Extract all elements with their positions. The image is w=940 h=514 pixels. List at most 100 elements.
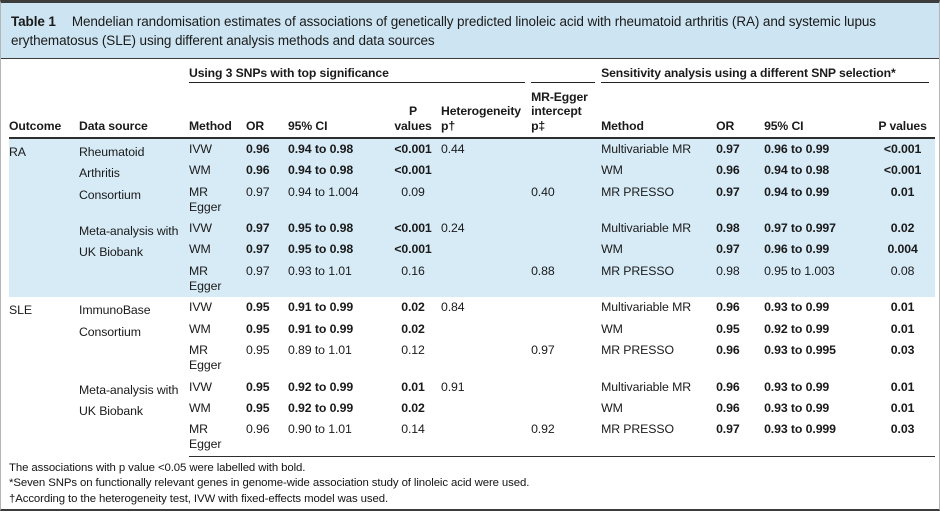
cell-method: WM bbox=[189, 160, 246, 182]
col-header-method-2: Method bbox=[601, 83, 717, 139]
cell-p-value: 0.02 bbox=[401, 400, 425, 415]
cell-ci: 0.91 to 0.99 bbox=[288, 300, 354, 315]
cell-method-2: WM bbox=[601, 239, 717, 261]
cell-p-value-2: 0.01 bbox=[890, 300, 915, 315]
cell-heterogeneity-p bbox=[441, 239, 532, 261]
cell-method-2: Multivariable MR bbox=[601, 379, 692, 394]
cell-or-2: 0.96 bbox=[716, 400, 740, 415]
cell-p-value-2: 0.02 bbox=[876, 218, 936, 240]
cell-ci-2: 0.92 to 0.99 bbox=[764, 321, 830, 336]
cell-or: 0.95 bbox=[246, 342, 270, 357]
cell-p-value-2: 0.004 bbox=[876, 239, 936, 261]
cell-heterogeneity-p bbox=[441, 419, 532, 457]
col-header-ci: 95% CI bbox=[288, 83, 391, 139]
cell-or: 0.95 bbox=[246, 400, 270, 415]
table-row: Meta-analysis with UK Biobank IVW 0.97 0.95… bbox=[9, 218, 936, 298]
cell-or-2: 0.96 bbox=[716, 300, 740, 315]
cell-or: 0.96 bbox=[246, 160, 288, 182]
group-header-gap bbox=[531, 61, 601, 83]
col-header-data-source: Data source bbox=[79, 83, 189, 139]
cell-egger-intercept-p bbox=[531, 160, 602, 182]
col-header-or-2: OR bbox=[716, 83, 765, 139]
cell-or: 0.95 bbox=[246, 379, 270, 394]
cell-ci: 0.94 to 1.004 bbox=[288, 181, 391, 219]
cell-ci: 0.89 to 1.01 bbox=[288, 342, 352, 357]
cell-p-value-2: 0.01 bbox=[890, 400, 915, 415]
cell-or: 0.97 bbox=[246, 181, 288, 219]
table-row: WM 0.96 0.94 to 0.98 <0.001 WM 0.96 0.94 to 0.… bbox=[9, 160, 936, 182]
cell-method: IVW bbox=[189, 300, 212, 315]
cell-egger-intercept-p: 0.88 bbox=[531, 260, 602, 298]
cell-or: 0.97 bbox=[246, 260, 288, 298]
cell-ci: 0.94 to 0.98 bbox=[288, 138, 391, 161]
table-row: MR Egger 0.97 0.94 to 1.004 0.09 0.40 MR PRES… bbox=[9, 181, 936, 219]
cell-egger-intercept-p bbox=[531, 297, 601, 318]
cell-method-2: Multivariable MR bbox=[601, 138, 717, 161]
cell-ci-2: 0.96 to 0.99 bbox=[764, 138, 877, 161]
group-header-primary-label: Using 3 SNPs with top significance bbox=[189, 66, 526, 83]
cell-method-2: WM bbox=[601, 160, 717, 182]
cell-p-value: 0.16 bbox=[391, 260, 441, 298]
cell-ci: 0.95 to 0.98 bbox=[288, 239, 391, 261]
cell-p-value: 0.14 bbox=[391, 419, 441, 457]
cell-method-2: WM bbox=[601, 400, 623, 415]
cell-p-value: <0.001 bbox=[391, 218, 441, 240]
cell-outcome: RA bbox=[9, 138, 79, 298]
cell-egger-intercept-p: 0.40 bbox=[531, 181, 602, 219]
cell-or: 0.97 bbox=[246, 218, 288, 240]
cell-method-2: MR PRESSO bbox=[601, 419, 717, 457]
cell-method-2: WM bbox=[601, 321, 623, 336]
cell-ci-2: 0.93 to 0.995 bbox=[764, 342, 836, 357]
cell-egger-intercept-p bbox=[531, 239, 602, 261]
cell-p-value-2: 0.08 bbox=[876, 260, 936, 298]
cell-heterogeneity-p bbox=[441, 181, 532, 219]
cell-p-value: 0.02 bbox=[401, 321, 425, 336]
group-header-spacer bbox=[9, 61, 189, 83]
cell-method: MR Egger bbox=[189, 181, 246, 219]
col-header-method: Method bbox=[189, 83, 246, 139]
cell-method-2: MR PRESSO bbox=[601, 181, 717, 219]
cell-ci: 0.90 to 1.01 bbox=[288, 419, 391, 457]
cell-or-2: 0.97 bbox=[716, 181, 765, 219]
cell-heterogeneity-p: 0.91 bbox=[441, 379, 465, 394]
cell-heterogeneity-p bbox=[441, 260, 532, 298]
cell-p-value: 0.02 bbox=[401, 300, 425, 315]
group-header-sensitivity-label: Sensitivity analysis using a different S… bbox=[601, 66, 930, 83]
cell-ci: 0.91 to 0.99 bbox=[288, 321, 354, 336]
cell-egger-intercept-p bbox=[531, 377, 601, 398]
col-header-heterogeneity-p: Heterogeneity p† bbox=[441, 83, 532, 139]
cell-p-value: 0.09 bbox=[391, 181, 441, 219]
cell-heterogeneity-p bbox=[441, 340, 531, 377]
cell-p-value-2: 0.01 bbox=[890, 379, 915, 394]
table-row: WM 0.95 0.92 to 0.99 0.02 WM 0.96 0.93 to 0.99… bbox=[9, 398, 935, 419]
col-header-outcome: Outcome bbox=[9, 83, 79, 139]
cell-p-value-2: 0.01 bbox=[876, 181, 936, 219]
table-row: WM 0.95 0.91 to 0.99 0.02 WM 0.95 0.92 to 0.99… bbox=[9, 319, 935, 340]
cell-ci: 0.95 to 0.98 bbox=[288, 218, 391, 240]
cell-method: WM bbox=[189, 239, 246, 261]
cell-p-value: <0.001 bbox=[391, 239, 441, 261]
footnotes: The associations with p value <0.05 were… bbox=[1, 457, 939, 509]
col-header-egger-intercept-p: MR-Egger intercept p‡ bbox=[531, 83, 602, 139]
cell-p-value-2: 0.03 bbox=[876, 419, 936, 457]
cell-method-2: MR PRESSO bbox=[601, 342, 674, 357]
table-row: RA Rheumatoid Arthritis Consortium IVW 0.96… bbox=[9, 138, 936, 298]
cell-heterogeneity-p bbox=[441, 398, 531, 419]
cell-ci-2: 0.94 to 0.99 bbox=[764, 181, 877, 219]
cell-heterogeneity-p: 0.24 bbox=[441, 218, 532, 240]
cell-ci-2: 0.95 to 1.003 bbox=[764, 260, 877, 298]
group-header-sensitivity: Sensitivity analysis using a different S… bbox=[601, 61, 935, 83]
cell-method-2: MR PRESSO bbox=[601, 260, 717, 298]
footnote-heterogeneity: †According to the heterogeneity test, IV… bbox=[9, 492, 389, 505]
cell-method-2: Multivariable MR bbox=[601, 218, 717, 240]
cell-ci: 0.92 to 0.99 bbox=[288, 400, 354, 415]
table-title: Table 1 Mendelian randomisation estimates… bbox=[1, 3, 939, 59]
cell-p-value-2: <0.001 bbox=[876, 160, 936, 182]
cell-data-source: Rheumatoid Arthritis Consortium bbox=[79, 138, 189, 219]
cell-p-value-2: 0.01 bbox=[890, 321, 915, 336]
cell-or-2: 0.96 bbox=[716, 379, 740, 394]
table-caption: Mendelian randomisation estimates of ass… bbox=[11, 14, 876, 48]
cell-egger-intercept-p bbox=[531, 138, 602, 161]
cell-ci-2: 0.94 to 0.98 bbox=[764, 160, 877, 182]
